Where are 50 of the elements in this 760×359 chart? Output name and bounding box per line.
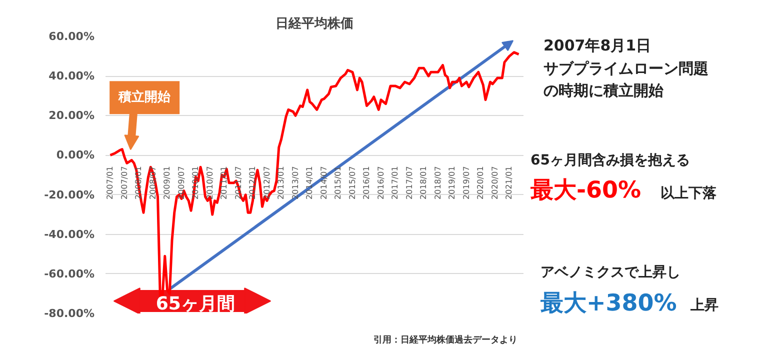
x-tick-label: 2014/07 <box>320 166 328 200</box>
y-tick-label: -80.00% <box>44 307 95 320</box>
annotation: 積立開始 <box>118 89 172 106</box>
x-tick-label: 2020/07 <box>490 166 500 200</box>
text: 65ヶ月間含み損を抱える <box>530 152 690 168</box>
x-tick-label: 2009/07 <box>177 166 186 200</box>
text: アベノミクスで上昇し <box>540 264 680 280</box>
y-tick-label: -40.00% <box>44 228 95 241</box>
x-tick-label: 2016/01 <box>362 166 372 200</box>
x-tick-label: 2010/07 <box>206 166 214 200</box>
x-tick-label: 2019/01 <box>448 166 457 200</box>
x-tick-label: 2015/07 <box>348 166 357 200</box>
y-tick-label: -60.00% <box>44 267 95 280</box>
text: 最大-60% <box>530 178 642 204</box>
x-tick-label: 2009/01 <box>162 166 172 200</box>
y-tick-label: 40.00% <box>48 70 95 83</box>
annotation: 65ヶ月間 <box>156 293 235 314</box>
x-tick-label: 2015/01 <box>334 166 343 200</box>
x-tick-label: 2008/07 <box>148 166 158 200</box>
x-tick-label: 2014/01 <box>305 166 314 200</box>
chart-title: 日経平均株価 <box>276 16 354 32</box>
y-tick-label: 20.00% <box>48 109 95 122</box>
x-tick-label: 2011/01 <box>220 166 229 200</box>
x-tick-label: 2020/01 <box>476 166 486 200</box>
text: サブプライムローン問題 <box>544 60 708 78</box>
text: 引用：日経平均株価過去データより <box>374 334 518 346</box>
text: の時期に積立開始 <box>544 82 664 100</box>
text: 上昇 <box>690 298 718 314</box>
text: 最大+380% <box>540 290 677 316</box>
x-tick-label: 2007/01 <box>106 166 115 200</box>
x-tick-label: 2021/01 <box>504 166 514 200</box>
x-tick-label: 2011/07 <box>234 166 243 200</box>
x-tick-label: 2017/01 <box>390 166 400 200</box>
x-tick-label: 2019/07 <box>462 166 471 200</box>
text: 以上下落 <box>660 186 718 202</box>
y-tick-label: -20.00% <box>44 188 95 202</box>
x-tick-label: 2017/07 <box>405 166 414 200</box>
y-tick-label: 60.00% <box>48 30 95 43</box>
x-tick-label: 2012/01 <box>248 166 258 200</box>
x-tick-label: 2008/01 <box>134 166 144 200</box>
y-tick-label: 0.00% <box>56 148 95 162</box>
x-tick-label: 2018/07 <box>434 166 442 200</box>
x-tick-label: 2013/01 <box>276 166 286 200</box>
x-tick-label: 2007/07 <box>120 166 129 200</box>
x-tick-label: 2018/01 <box>419 166 428 200</box>
x-tick-label: 2016/07 <box>376 166 386 200</box>
x-tick-label: 2012/07 <box>262 166 272 200</box>
x-tick-label: 2013/07 <box>291 166 300 200</box>
text: 2007年8月1日 <box>544 36 652 54</box>
x-tick-label: 2010/01 <box>191 166 200 200</box>
